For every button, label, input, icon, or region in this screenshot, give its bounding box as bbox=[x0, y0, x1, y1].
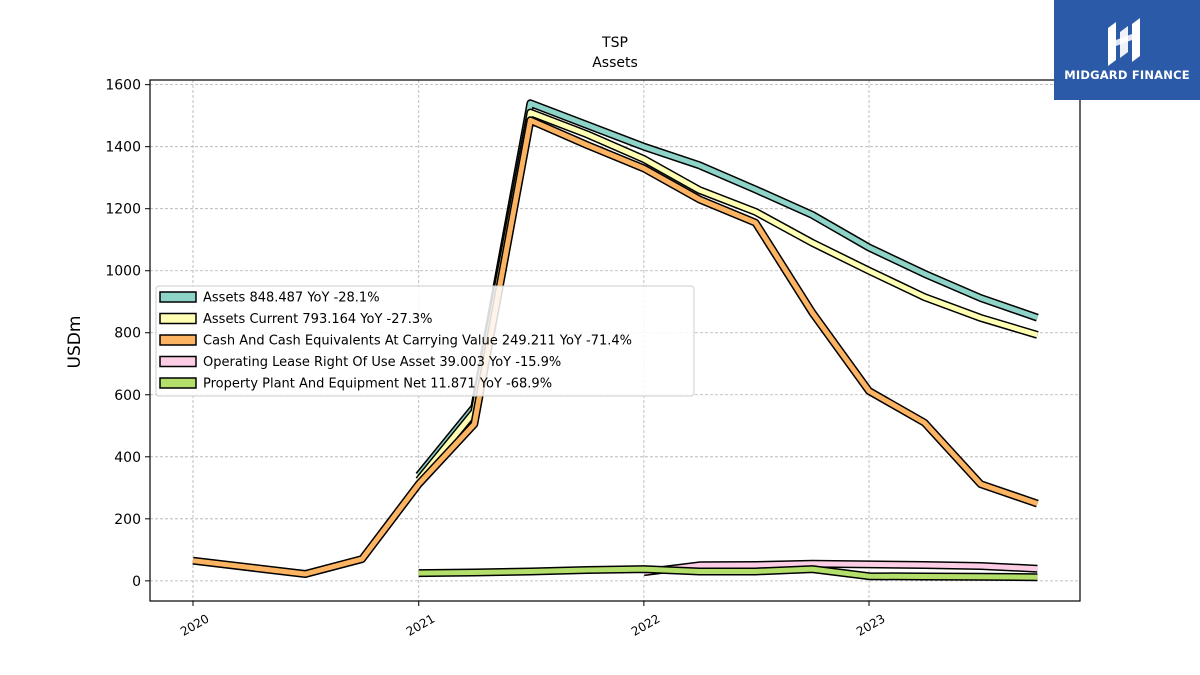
axis-ticks: 0 200 400 600 800 1000 1200 1400 1600 2020 2021 202… bbox=[105, 78, 887, 639]
legend-label: Assets 848.487 YoY -28.1% bbox=[203, 291, 380, 306]
x-tick-label: 2020 bbox=[178, 611, 211, 638]
chart-title: TSP bbox=[601, 35, 628, 51]
series-line-2 bbox=[192, 116, 1039, 578]
legend-swatch bbox=[159, 355, 197, 368]
legend-swatch bbox=[159, 334, 197, 346]
legend-label: Assets Current 793.164 YoY -27.3% bbox=[203, 312, 433, 327]
y-tick-label: 1600 bbox=[105, 78, 141, 94]
y-tick-label: 1000 bbox=[105, 264, 141, 280]
legend-swatch bbox=[159, 291, 197, 303]
legend-swatch bbox=[159, 377, 197, 389]
y-tick-label: 200 bbox=[114, 512, 141, 528]
y-tick-label: 400 bbox=[114, 450, 141, 466]
legend-swatch bbox=[159, 312, 197, 325]
legend-label: Operating Lease Right Of Use Asset 39.00… bbox=[203, 355, 561, 370]
plot-frame bbox=[149, 79, 1081, 602]
legend: Assets 848.487 YoY -28.1% Assets Current … bbox=[155, 285, 695, 397]
series-stroke bbox=[643, 561, 1038, 575]
y-tick-label: 0 bbox=[132, 574, 141, 590]
chart-subtitle: Assets bbox=[592, 55, 638, 71]
y-tick-label: 600 bbox=[114, 388, 141, 404]
brand-name: MIDGARD FINANCE bbox=[1064, 68, 1190, 82]
x-tick-label: 2023 bbox=[854, 611, 887, 638]
legend-label: Cash And Cash Equivalents At Carrying Va… bbox=[203, 334, 632, 349]
x-tick-label: 2021 bbox=[404, 611, 437, 638]
brand-logo: MIDGARD FINANCE bbox=[1054, 0, 1200, 100]
series-lines bbox=[192, 99, 1039, 582]
y-tick-label: 1200 bbox=[105, 202, 141, 218]
y-tick-label: 1400 bbox=[105, 140, 141, 156]
legend-box bbox=[155, 285, 695, 397]
x-tick-label: 2022 bbox=[629, 611, 662, 638]
y-axis-label: USDm bbox=[65, 316, 85, 369]
series-stroke bbox=[418, 566, 1038, 580]
series-line-4 bbox=[418, 565, 1038, 582]
legend-label: Property Plant And Equipment Net 11.871 … bbox=[203, 377, 552, 392]
series-stroke bbox=[192, 117, 1039, 577]
midgard-logo-icon bbox=[1108, 18, 1140, 66]
y-tick-label: 800 bbox=[114, 326, 141, 342]
series-line-3 bbox=[643, 559, 1038, 577]
